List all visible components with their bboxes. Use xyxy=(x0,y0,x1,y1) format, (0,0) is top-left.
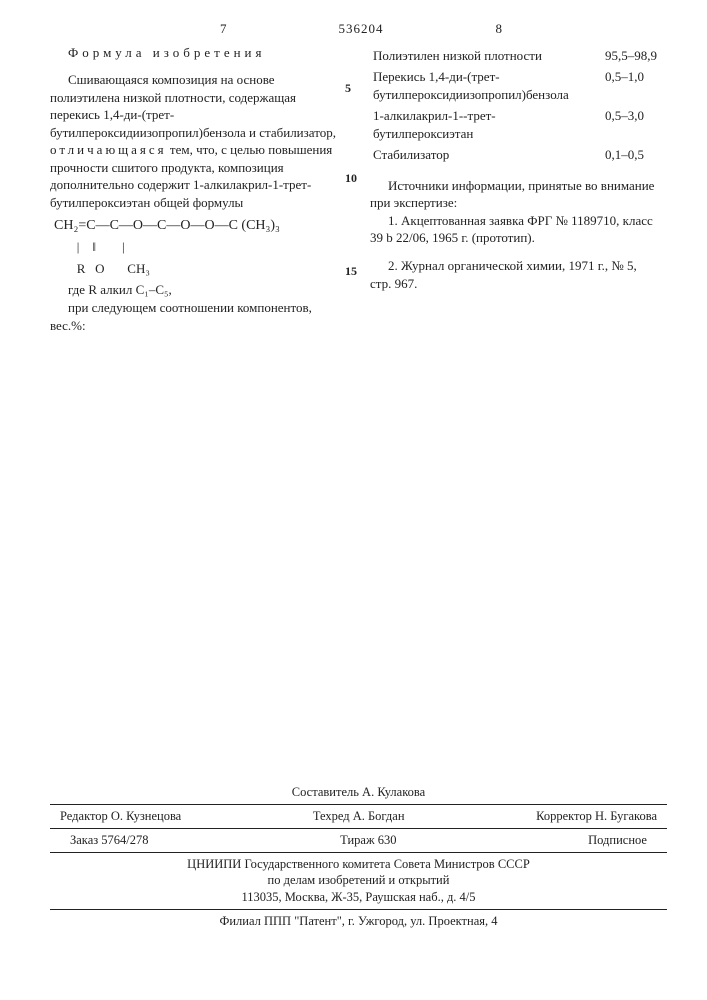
left-column: Формула изобретения Сшивающаяся композиц… xyxy=(50,44,340,335)
chemical-formula-line3: R O CH₃ xyxy=(54,260,340,278)
two-column-body: Формула изобретения Сшивающаяся композиц… xyxy=(50,44,672,335)
source-2: 2. Журнал органической химии, 1971 г., №… xyxy=(370,257,660,292)
top-row: 7 536204 8 xyxy=(50,20,672,38)
component-range: 0,5–3,0 xyxy=(599,106,658,143)
line-marker-5: 5 xyxy=(345,82,351,94)
org-line-2: по делам изобретений и открытий xyxy=(50,872,667,889)
claim-text-a: Сшивающаяся композиция на основе полиэти… xyxy=(50,72,336,140)
table-row: Полиэтилен низкой плотности 95,5–98,9 xyxy=(372,46,658,66)
composition-table: Полиэтилен низкой плотности 95,5–98,9 Пе… xyxy=(370,44,660,167)
claims-heading: Формула изобретения xyxy=(50,44,340,62)
sub-note: Подписное xyxy=(588,832,647,849)
claim-paragraph: Сшивающаяся композиция на основе полиэти… xyxy=(50,71,340,211)
line-marker-10: 10 xyxy=(345,172,357,184)
org-address: 113035, Москва, Ж-35, Раушская наб., д. … xyxy=(50,889,667,906)
component-range: 95,5–98,9 xyxy=(599,46,658,66)
editor-row: Редактор О. Кузнецова Техред А. Богдан К… xyxy=(50,808,667,829)
tirage: Тираж 630 xyxy=(340,832,396,849)
component-name: 1-алкилакрил-1--трет-бутилпероксиэтан xyxy=(372,106,597,143)
page: 7 536204 8 Формула изобретения Сшивающая… xyxy=(0,0,707,334)
component-range: 0,5–1,0 xyxy=(599,67,658,104)
component-name: Полиэтилен низкой плотности xyxy=(372,46,597,66)
corrector: Корректор Н. Бугакова xyxy=(536,808,657,825)
branch-line: Филиал ППП "Патент", г. Ужгород, ул. Про… xyxy=(50,909,667,930)
component-name: Стабилизатор xyxy=(372,145,597,165)
chemical-formula-line2: | ‖ | xyxy=(54,238,340,256)
editor: Редактор О. Кузнецова xyxy=(60,808,181,825)
component-range: 0,1–0,5 xyxy=(599,145,658,165)
col-number-left: 7 xyxy=(220,20,227,38)
table-row: Перекись 1,4-ди-(трет-бутилпероксидиизоп… xyxy=(372,67,658,104)
order-row: Заказ 5764/278 Тираж 630 Подписное xyxy=(50,832,667,853)
right-column: Полиэтилен низкой плотности 95,5–98,9 Пе… xyxy=(370,44,660,335)
techred: Техред А. Богдан xyxy=(313,808,405,825)
col-number-right: 8 xyxy=(496,20,503,38)
colophon-footer: Составитель А. Кулакова Редактор О. Кузн… xyxy=(50,784,667,930)
source-1: 1. Акцептованная заявка ФРГ № 1189710, к… xyxy=(370,212,660,247)
where-clause: где R алкил C₁–C₅, xyxy=(50,281,340,299)
order-number: Заказ 5764/278 xyxy=(70,832,149,849)
document-number: 536204 xyxy=(339,20,384,38)
table-row: Стабилизатор 0,1–0,5 xyxy=(372,145,658,165)
chemical-formula-line1: CH₂=C—C—O—C—O—O—C (CH₃)₃ xyxy=(54,217,340,236)
distinguishing-word: отличающаяся xyxy=(50,142,167,157)
table-row: 1-алкилакрил-1--трет-бутилпероксиэтан 0,… xyxy=(372,106,658,143)
line-marker-15: 15 xyxy=(345,265,357,277)
sources-heading: Источники информации, принятые во вниман… xyxy=(370,177,660,212)
compiler-line: Составитель А. Кулакова xyxy=(50,784,667,805)
org-line-1: ЦНИИПИ Государственного комитета Совета … xyxy=(50,856,667,873)
component-name: Перекись 1,4-ди-(трет-бутилпероксидиизоп… xyxy=(372,67,597,104)
ratio-intro: при следующем соотношении компонентов, в… xyxy=(50,299,340,334)
